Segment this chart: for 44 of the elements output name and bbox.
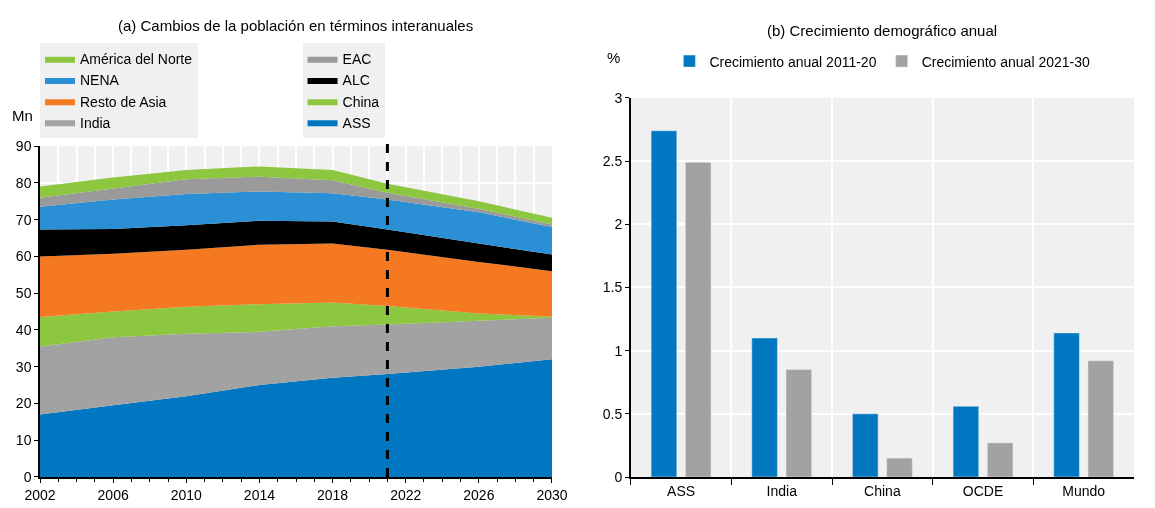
- legend-label: Resto de Asia: [80, 93, 167, 110]
- y-tick-label: 2: [614, 216, 623, 233]
- y-tick-label: 0: [23, 468, 32, 485]
- x-tick-label: China: [864, 482, 901, 499]
- y-tick-label: 80: [15, 174, 32, 191]
- legend-label: China: [342, 93, 380, 110]
- y-tick-label: 10: [15, 432, 32, 449]
- x-tick-label: India: [766, 482, 798, 499]
- legend-label: Crecimiento anual 2021-30: [921, 53, 1090, 70]
- x-tick-label: ASS: [667, 482, 696, 499]
- x-tick-label: 2006: [97, 486, 129, 503]
- x-tick-label: Mundo: [1062, 482, 1106, 499]
- y-tick-label: 0: [614, 468, 623, 485]
- y-tick-label: 1: [614, 342, 623, 359]
- x-tick-label: 2026: [463, 486, 495, 503]
- legend-label: Crecimiento anual 2011-20: [709, 53, 877, 70]
- y-tick-label: 1.5: [602, 279, 623, 296]
- y-axis-title: Mn: [12, 107, 33, 124]
- x-tick-label: OCDE: [962, 482, 1004, 499]
- y-tick-label: 30: [15, 358, 32, 375]
- y-tick-label: 20: [15, 395, 32, 412]
- chart-title: (b) Crecimiento demográfico anual: [767, 22, 998, 39]
- y-tick-label: 60: [15, 248, 32, 265]
- y-tick-label: 50: [15, 285, 32, 302]
- legend-label: NENA: [80, 72, 120, 89]
- x-tick-label: 2010: [170, 486, 203, 503]
- legend-label: ALC: [342, 72, 370, 89]
- x-tick-label: 2022: [390, 486, 422, 503]
- y-axis-title: %: [607, 49, 621, 66]
- x-tick-label: 2002: [24, 486, 56, 503]
- y-tick-label: 70: [15, 211, 32, 228]
- x-tick-label: 2018: [316, 486, 349, 503]
- y-tick-label: 3: [614, 89, 623, 106]
- y-tick-label: 0.5: [602, 405, 623, 422]
- legend-label: India: [80, 114, 111, 131]
- x-tick-label: 2030: [536, 486, 568, 503]
- legend-label: América del Norte: [80, 51, 193, 68]
- y-tick-label: 2.5: [602, 152, 623, 169]
- x-tick-label: 2014: [243, 486, 276, 503]
- legend-label: ASS: [342, 114, 371, 131]
- y-tick-label: 90: [15, 138, 32, 155]
- y-tick-label: 40: [15, 321, 32, 338]
- legend-label: EAC: [342, 51, 372, 68]
- chart-title: (a) Cambios de la población en términos interanuales: [118, 17, 474, 34]
